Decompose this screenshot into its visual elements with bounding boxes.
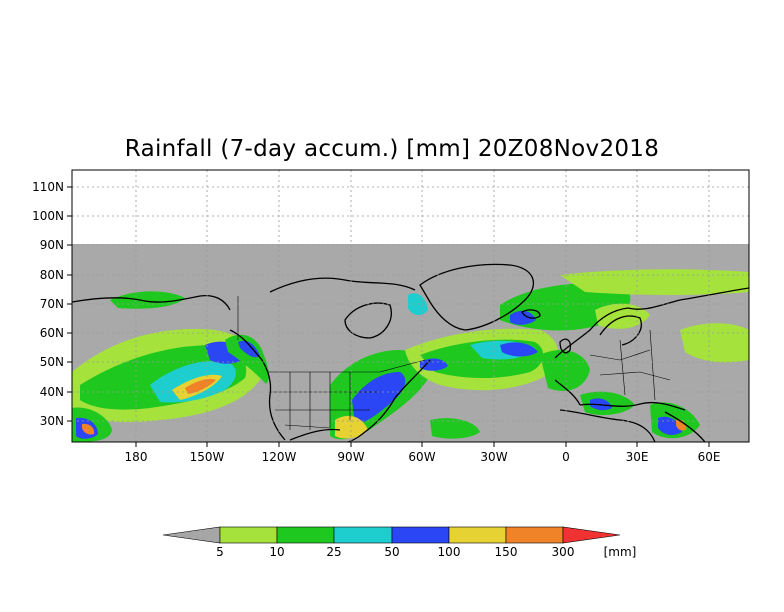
lon-label: 90W <box>337 450 364 464</box>
lat-label: 110N <box>32 180 64 194</box>
legend-swatch-50-100 <box>391 526 450 544</box>
lat-label: 80N <box>40 268 64 282</box>
coast-canada-arctic <box>269 277 416 293</box>
lon-label: 0 <box>562 450 570 464</box>
coast-iceland <box>521 309 541 319</box>
lat-label: 70N <box>40 297 64 311</box>
longitude-labels: 180 150W 120W 90W 60W 30W 0 30E 60E <box>125 450 721 464</box>
precip-pacific-orange <box>185 378 216 394</box>
graticule <box>72 170 749 442</box>
lat-label: 40N <box>40 385 64 399</box>
lon-label: 60E <box>698 450 721 464</box>
legend-units: [mm] <box>604 545 637 559</box>
coast-us-east <box>347 359 431 442</box>
plot-frame <box>71 169 750 443</box>
coast-mediterranean <box>579 401 686 411</box>
precip-norway <box>595 303 650 329</box>
legend-swatch-25-50 <box>333 526 393 544</box>
precip-alaska-coast <box>225 334 269 384</box>
precip-sw-corner-orange <box>82 423 95 435</box>
coast-europe <box>554 287 749 359</box>
legend-label: 25 <box>326 545 341 559</box>
lat-label: 30N <box>40 414 64 428</box>
europe-borders <box>589 329 671 401</box>
coast-hudson-bay <box>344 302 392 339</box>
precip-layer <box>72 269 749 442</box>
precip-alaska-coast-blue <box>238 340 260 358</box>
coast-alaska <box>72 294 231 311</box>
legend-label: 50 <box>384 545 399 559</box>
legend-swatch-above-300 <box>562 526 621 544</box>
no-data-region <box>72 170 749 244</box>
precip-gulf <box>335 415 368 439</box>
legend-label: 10 <box>269 545 284 559</box>
lat-label: 100N <box>32 209 64 223</box>
legend-swatch-10-25 <box>276 526 335 544</box>
legend-swatch-100-150 <box>448 526 507 544</box>
precip-eastern-us-blue <box>352 372 406 424</box>
border-us-mexico <box>284 424 331 429</box>
us-state-grid <box>270 372 380 430</box>
precip-middle-east-red <box>676 419 687 431</box>
lon-label: 150W <box>190 450 225 464</box>
precip-europe <box>540 350 590 391</box>
latitude-labels: 110N 100N 90N 80N 70N 60N 50N 40N 30N <box>32 180 64 428</box>
coast-gulf <box>289 428 341 441</box>
precip-atlantic-blue-1 <box>500 342 538 357</box>
boundaries <box>237 296 671 430</box>
lat-label: 90N <box>40 238 64 252</box>
precip-arctic <box>560 269 749 295</box>
precip-north-atlantic-blue <box>510 310 536 325</box>
legend-label: 100 <box>438 545 461 559</box>
precip-atlantic-blue-2 <box>420 358 448 371</box>
color-legend: 5 10 25 50 100 150 300 [mm] <box>162 526 637 559</box>
legend-swatch-150-300 <box>505 526 564 544</box>
coast-greenland <box>419 263 534 331</box>
figure-title: Rainfall (7-day accum.) [mm] 20Z08Nov201… <box>124 136 660 162</box>
coast-pacific-nw <box>229 329 286 441</box>
lat-label: 50N <box>40 355 64 369</box>
legend-swatch-5-10 <box>219 526 278 544</box>
precip-atlantic-subtropics <box>430 418 480 439</box>
legend-label: 5 <box>216 545 224 559</box>
lat-label: 60N <box>40 326 64 340</box>
coastlines <box>72 263 749 442</box>
coast-africa <box>559 409 656 442</box>
latitude-ticks <box>67 186 72 422</box>
border-us-canada <box>268 359 426 373</box>
legend-label: 150 <box>495 545 518 559</box>
longitude-ticks <box>135 442 710 447</box>
lon-label: 180 <box>125 450 148 464</box>
lon-label: 30W <box>480 450 507 464</box>
legend-swatch-below-5 <box>162 526 221 544</box>
coast-arabia <box>664 411 706 442</box>
lon-label: 60W <box>408 450 435 464</box>
coast-scandinavia <box>599 315 642 346</box>
coast-iberia <box>554 379 581 406</box>
lon-label: 30E <box>626 450 649 464</box>
legend-label: 300 <box>552 545 575 559</box>
lon-label: 120W <box>262 450 297 464</box>
coast-britain <box>559 338 572 354</box>
